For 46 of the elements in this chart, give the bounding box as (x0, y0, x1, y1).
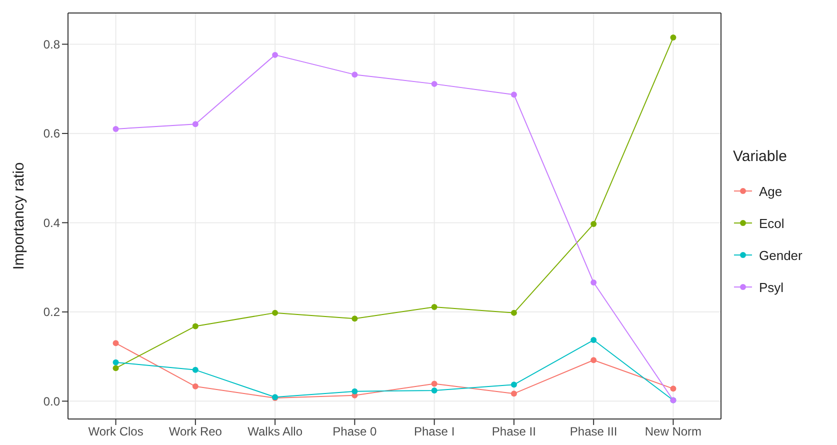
point (670, 386, 676, 392)
point (431, 380, 438, 387)
x-tick-label: Phase I (414, 424, 455, 439)
x-tick-label: New Norm (644, 424, 702, 439)
point (670, 34, 676, 41)
point (272, 52, 278, 58)
point (192, 366, 198, 373)
y-tick-label: 0.6 (43, 126, 60, 141)
point (112, 359, 119, 366)
point (272, 310, 278, 316)
point (112, 126, 119, 132)
point (510, 310, 517, 316)
point (590, 337, 597, 344)
legend-label: Ecol (759, 216, 784, 230)
point (352, 72, 358, 78)
point (590, 357, 597, 364)
y-tick-label: 0.4 (43, 216, 60, 230)
x-tick-label: Phase III (570, 424, 618, 439)
y-tick-label: 0.2 (43, 305, 60, 320)
point (510, 92, 517, 98)
x-tick-label: Work Reo (168, 424, 222, 439)
x-tick-label: Walks Allo (248, 424, 303, 439)
y-tick-label: 0.8 (43, 37, 60, 52)
point (352, 388, 358, 394)
point (510, 382, 517, 388)
y-tick-label: 0.0 (43, 394, 60, 408)
point (590, 221, 597, 228)
point (431, 304, 438, 310)
x-tick-label: Phase II (492, 424, 536, 439)
legend-label: Age (759, 184, 782, 198)
point (112, 365, 119, 372)
point (192, 323, 198, 330)
point (431, 387, 438, 394)
point (590, 279, 597, 286)
point (112, 340, 119, 346)
legend-label: Gender (759, 248, 802, 262)
legend-title: Variable (733, 148, 788, 165)
point (431, 80, 438, 87)
x-tick-label: Phase 0 (332, 424, 378, 439)
point (192, 121, 198, 128)
point (510, 390, 517, 397)
point (352, 316, 358, 322)
y-axis-title: Importancy ratio (10, 162, 28, 270)
point (192, 383, 198, 390)
x-tick-label: Work Clos (88, 424, 144, 439)
legend-label: Psyl (759, 280, 784, 294)
